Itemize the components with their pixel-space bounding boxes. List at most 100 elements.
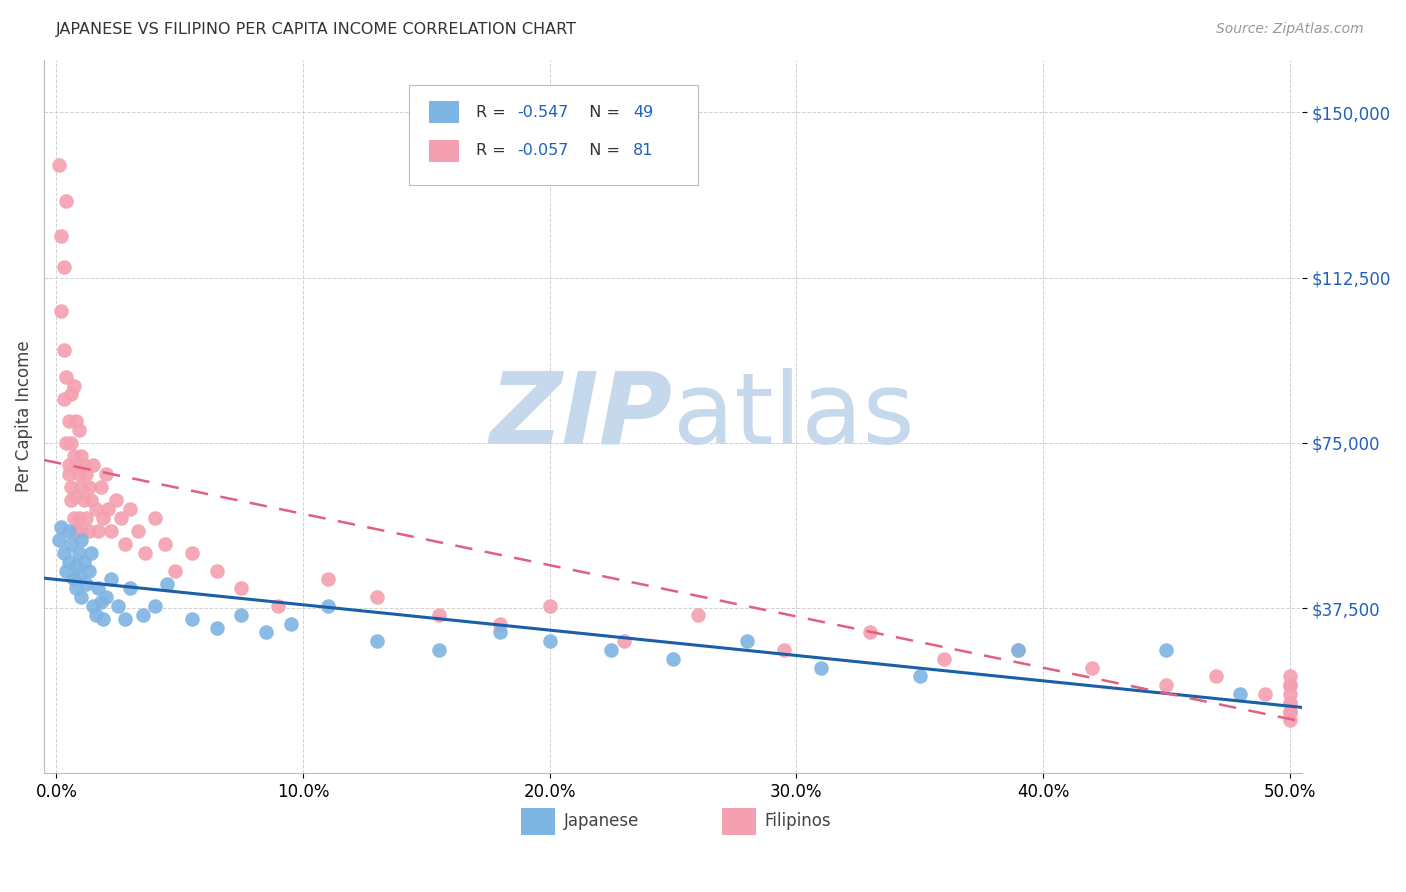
Point <box>67 568 90 582</box>
Point <box>267 599 290 613</box>
Point <box>1278 714 1301 728</box>
Point <box>686 607 709 622</box>
Point <box>1007 643 1029 657</box>
Point <box>153 537 176 551</box>
Point <box>859 625 882 640</box>
Point <box>132 607 155 622</box>
Point <box>52 392 75 406</box>
Point <box>1205 669 1227 683</box>
Point <box>114 537 136 551</box>
Point <box>908 669 931 683</box>
Point <box>75 577 97 591</box>
Point <box>70 533 93 547</box>
Point <box>735 634 758 648</box>
Point <box>65 414 87 428</box>
Point <box>48 533 70 547</box>
Point <box>77 524 100 538</box>
Point <box>110 510 132 524</box>
Point <box>538 599 561 613</box>
FancyBboxPatch shape <box>429 140 460 161</box>
Point <box>72 555 94 569</box>
Point <box>75 467 97 481</box>
Point <box>94 590 117 604</box>
Point <box>231 607 253 622</box>
Point <box>70 524 93 538</box>
Point <box>77 564 100 578</box>
Text: N =: N = <box>579 144 624 158</box>
Point <box>62 510 84 524</box>
Point <box>538 634 561 648</box>
Point <box>120 582 142 596</box>
Point <box>84 607 107 622</box>
Text: 81: 81 <box>633 144 654 158</box>
Point <box>1229 687 1251 701</box>
Point <box>1081 660 1104 674</box>
Point <box>91 612 114 626</box>
Point <box>366 590 388 604</box>
Point <box>163 564 186 578</box>
Point <box>58 524 80 538</box>
Point <box>773 643 796 657</box>
Point <box>55 369 77 384</box>
Point <box>134 546 156 560</box>
Point <box>67 467 90 481</box>
Text: R =: R = <box>475 104 510 120</box>
Point <box>67 510 90 524</box>
Point <box>91 510 114 524</box>
Point <box>60 493 83 508</box>
Point <box>143 510 166 524</box>
Point <box>48 158 70 172</box>
Point <box>52 546 75 560</box>
Point <box>51 519 73 533</box>
Text: atlas: atlas <box>673 368 915 465</box>
Point <box>67 546 90 560</box>
Point <box>82 599 104 613</box>
Point <box>87 582 110 596</box>
Y-axis label: Per Capita Income: Per Capita Income <box>15 341 32 492</box>
Point <box>70 449 93 463</box>
Point <box>72 458 94 472</box>
Point <box>65 524 87 538</box>
Point <box>65 582 87 596</box>
Point <box>60 436 83 450</box>
Point <box>100 524 122 538</box>
Point <box>62 378 84 392</box>
Point <box>427 607 450 622</box>
Point <box>94 467 117 481</box>
Point <box>107 599 129 613</box>
Point <box>1154 643 1177 657</box>
Point <box>366 634 388 648</box>
Point <box>82 458 104 472</box>
Point <box>52 343 75 358</box>
Point <box>810 660 832 674</box>
Text: ZIP: ZIP <box>491 368 673 465</box>
Point <box>67 423 90 437</box>
Point <box>77 480 100 494</box>
Point <box>205 621 228 635</box>
Point <box>600 643 623 657</box>
Point <box>254 625 277 640</box>
Text: JAPANESE VS FILIPINO PER CAPITA INCOME CORRELATION CHART: JAPANESE VS FILIPINO PER CAPITA INCOME C… <box>56 22 578 37</box>
Point <box>75 510 97 524</box>
Point <box>662 652 685 666</box>
Point <box>1278 678 1301 692</box>
Point <box>1278 696 1301 710</box>
Point <box>62 573 84 587</box>
Point <box>231 582 253 596</box>
Text: -0.547: -0.547 <box>517 104 568 120</box>
FancyBboxPatch shape <box>409 85 699 185</box>
Point <box>156 577 179 591</box>
Text: Filipinos: Filipinos <box>765 812 831 830</box>
Point <box>120 502 142 516</box>
Point <box>1254 687 1277 701</box>
Point <box>114 612 136 626</box>
Point <box>55 194 77 208</box>
Point <box>1007 643 1029 657</box>
Point <box>60 480 83 494</box>
Point <box>1278 669 1301 683</box>
Point <box>80 493 103 508</box>
Point <box>181 612 204 626</box>
Point <box>84 502 107 516</box>
Point <box>70 480 93 494</box>
Point <box>90 480 112 494</box>
